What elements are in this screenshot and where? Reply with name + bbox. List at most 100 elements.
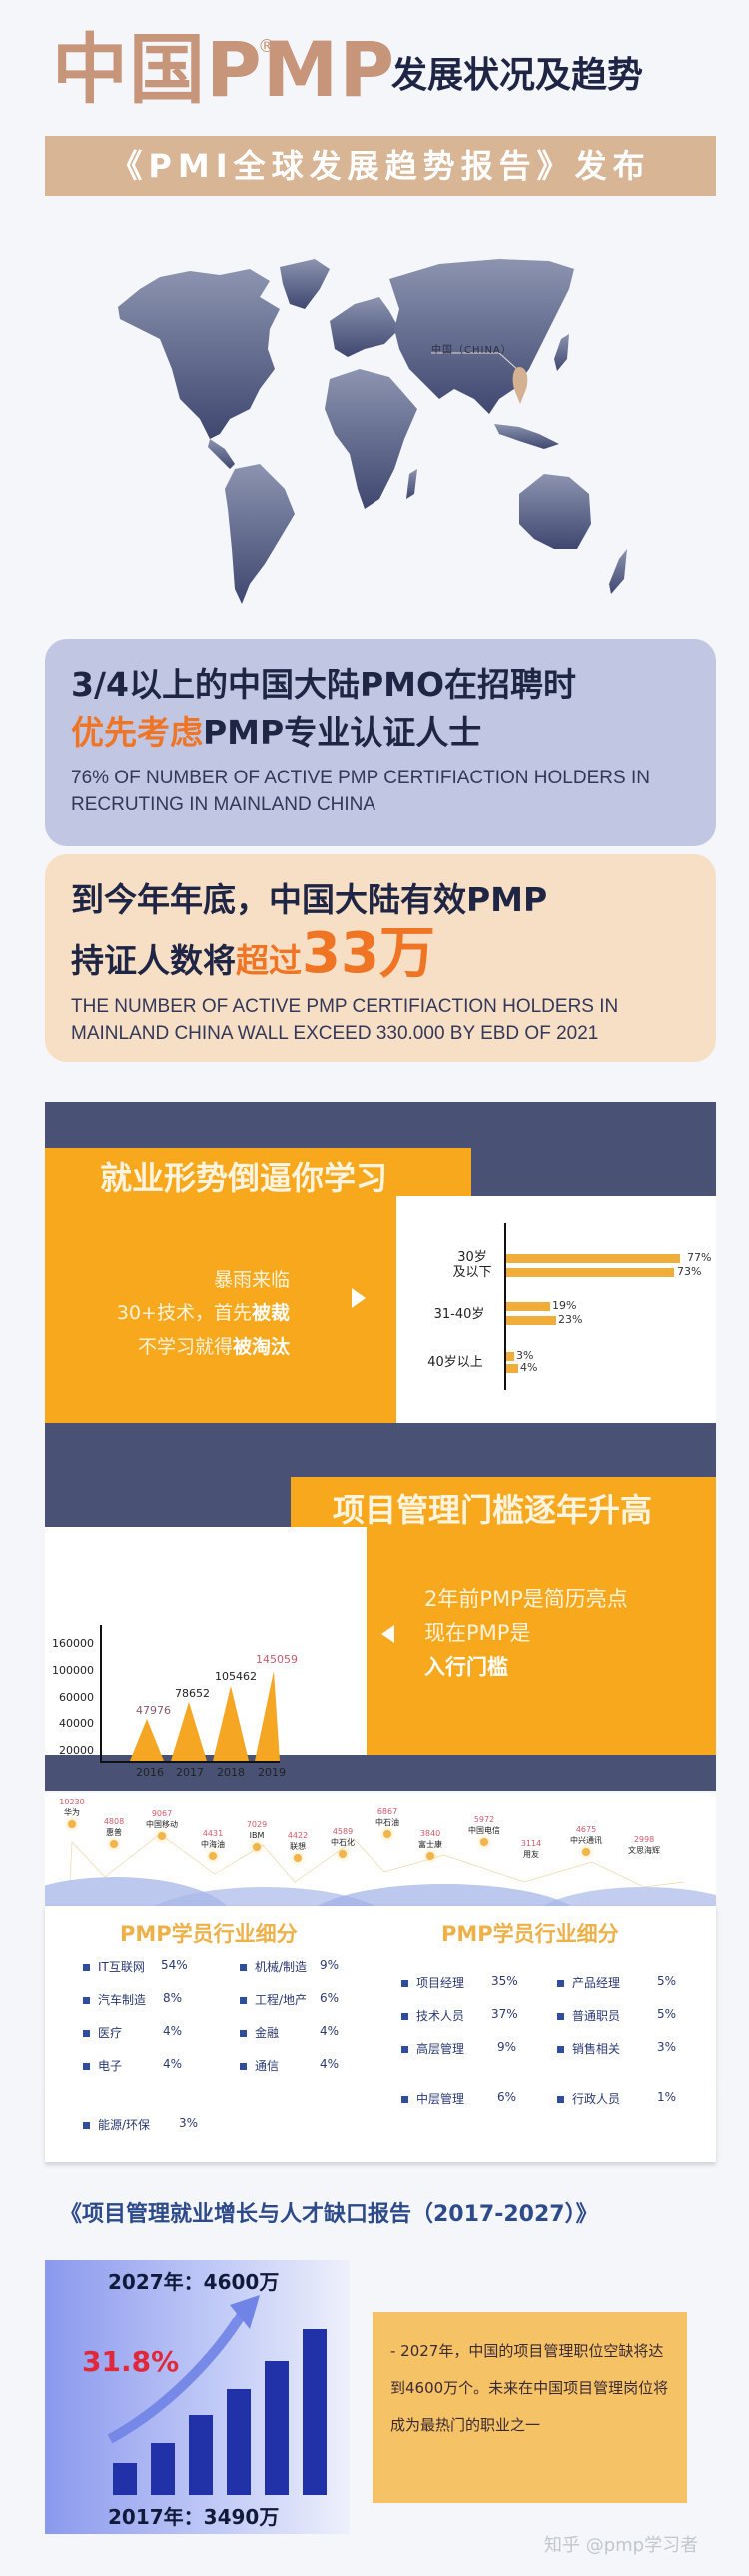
- bullet-square-icon: [557, 2046, 564, 2053]
- section2-line1: 2年前PMP是简历亮点: [424, 1587, 628, 1611]
- y-tick: 60000: [59, 1691, 94, 1704]
- company-item: 10230 华为: [55, 1797, 89, 1828]
- section1-line3-bold: 被淘汰: [232, 1336, 290, 1358]
- world-map-icon: [118, 259, 627, 604]
- bar-under30-b: [506, 1268, 674, 1277]
- section1-line1: 暴雨来临: [213, 1269, 290, 1290]
- industry-breakdown-panel: PMP学员行业细分 PMP学员行业细分 IT互联网 54% 机械/制造 9% 汽车制…: [45, 1906, 716, 2082]
- section2-line3-bold: 入行门槛: [424, 1655, 508, 1679]
- card2-line1: 到今年年底，中国大陆有效PMP: [71, 880, 548, 919]
- age-label-31-40: 31-40岁: [433, 1307, 485, 1322]
- peak-bars: [130, 1671, 280, 1761]
- position-item: 技术人员 37%: [401, 2007, 518, 2024]
- bar-over40-b: [506, 1364, 518, 1373]
- section1-line3: 不学习就得被淘汰: [90, 1330, 290, 1364]
- bar-value: 73%: [677, 1265, 702, 1278]
- section2-title: 项目管理门槛逐年升高: [333, 1491, 653, 1529]
- bar-31-40-a: [506, 1302, 550, 1311]
- company-item: 9067 中国移动: [140, 1808, 184, 1840]
- card2-english: THE NUMBER OF ACTIVE PMP CERTIFIACTION H…: [71, 996, 619, 1044]
- industry-title: PMP学员行业细分: [120, 1922, 298, 1946]
- section1-line2-bold: 被裁: [251, 1302, 290, 1324]
- registered-mark: ®: [258, 36, 276, 57]
- bullet-square-icon: [401, 1980, 408, 1987]
- position-item: 中层管理 6%: [401, 2090, 516, 2107]
- age-label-under30: 30岁 及以下: [452, 1250, 492, 1280]
- card2-line2: 持证人数将超过33万: [71, 926, 690, 985]
- industry-item: 机械/制造 9%: [240, 1958, 339, 1975]
- y-tick: 20000: [59, 1744, 94, 1757]
- industry-item: 电子 4%: [83, 2057, 182, 2074]
- section1-title: 就业形势倒逼你学习: [100, 1159, 388, 1197]
- bullet-square-icon: [401, 2096, 408, 2103]
- bullet-square-icon: [83, 2122, 90, 2129]
- peak-chart-panel: [45, 1527, 367, 1755]
- report-banner: 《PMI全球发展趋势报告》发布: [45, 136, 716, 196]
- bullet-square-icon: [240, 1997, 247, 2004]
- bullet-square-icon: [83, 2063, 90, 2070]
- card1-highlight: 优先考虑: [71, 713, 203, 752]
- industry-item: 能源/环保 3%: [83, 2116, 198, 2133]
- section1-text: 暴雨来临 30+技术，首先被裁 不学习就得被淘汰: [90, 1263, 290, 1364]
- position-item: 高层管理 9%: [401, 2040, 516, 2057]
- x-tick: 2016: [136, 1766, 164, 1779]
- company-item: 4808 惠普: [97, 1816, 131, 1848]
- peak-chart-x-axis: [100, 1761, 280, 1763]
- company-item: 7029 IBM: [240, 1819, 274, 1851]
- play-arrow-icon: [352, 1288, 366, 1308]
- industry-item: 汽车制造 8%: [83, 1991, 182, 2008]
- peak-value-2016: 47976: [136, 1704, 171, 1717]
- bar-value: 3%: [516, 1349, 534, 1362]
- x-tick: 2018: [217, 1766, 245, 1779]
- company-item: 3114 用友: [520, 1839, 542, 1859]
- industry-item: 通信 4%: [240, 2057, 339, 2074]
- section1-text-panel: [45, 1196, 396, 1423]
- section2-text: 2年前PMP是简历亮点 现在PMP是 入行门槛: [424, 1582, 628, 1684]
- watermark: 知乎 @pmp学习者: [544, 2535, 699, 2556]
- bar-value: 19%: [552, 1299, 577, 1312]
- section1-line2: 30+技术，首先被裁: [90, 1296, 290, 1330]
- bullet-square-icon: [557, 1980, 564, 1987]
- growth-percent: 31.8%: [82, 2345, 180, 2378]
- section2-line2: 现在PMP是: [424, 1621, 531, 1645]
- bullet-square-icon: [83, 1997, 90, 2004]
- card1-english: 76% OF NUMBER OF ACTIVE PMP CERTIFIACTIO…: [71, 768, 650, 815]
- position-item: 行政人员 1%: [557, 2090, 676, 2107]
- section2-text-panel: [367, 1527, 716, 1755]
- industry-item: 医疗 4%: [83, 2024, 182, 2041]
- peak-chart-y-axis: [100, 1625, 102, 1763]
- y-tick: 40000: [59, 1717, 94, 1730]
- bullet-square-icon: [557, 2096, 564, 2103]
- pmo-recruiting-card: 3/4以上的中国大陆PMO在招聘时 优先考虑PMP专业认证人士 76% OF N…: [45, 639, 716, 846]
- bar-value: 77%: [687, 1251, 712, 1264]
- bar-31-40-b: [506, 1316, 556, 1325]
- bullet-square-icon: [401, 2046, 408, 2053]
- bullet-square-icon: [240, 1964, 247, 1971]
- bar-over40-a: [506, 1352, 514, 1361]
- y-tick: 160000: [52, 1637, 94, 1650]
- subtitle: 发展状况及趋势: [391, 55, 644, 96]
- section1-line3-prefix: 不学习就得: [137, 1336, 233, 1358]
- positions-title: PMP学员行业细分: [441, 1922, 619, 1946]
- x-tick: 2019: [258, 1766, 286, 1779]
- play-left-arrow-icon: [381, 1625, 394, 1643]
- company-network-panel: 10230 华为 4808 惠普 9067 中国移动 4431 中海油 7029 IBM …: [45, 1793, 716, 1906]
- bullet-square-icon: [83, 1964, 90, 1971]
- industry-item: 金融 4%: [240, 2024, 339, 2041]
- position-item: 产品经理 5%: [557, 1974, 676, 1991]
- position-item: 项目经理 35%: [401, 1974, 518, 1991]
- company-item: 3840 富士康: [412, 1828, 448, 1860]
- bar-under30-a: [506, 1254, 680, 1263]
- report-title: 《项目管理就业增长与人才缺口报告（2017-2027）》: [60, 2202, 598, 2227]
- company-item: 4431 中海油: [195, 1828, 231, 1860]
- bar-value: 4%: [520, 1361, 538, 1374]
- card2-prefix: 持证人数将: [71, 941, 236, 980]
- age-label-over40: 40岁以上: [427, 1355, 483, 1370]
- bullet-square-icon: [401, 2013, 408, 2020]
- company-item: 4422 联想: [281, 1830, 315, 1862]
- age-chart-axis: [504, 1223, 506, 1390]
- bullet-square-icon: [240, 2063, 247, 2070]
- industry-panel-extension: 能源/环保 3% 中层管理 6% 行政人员 1%: [45, 2082, 716, 2162]
- china-pin-icon: [512, 367, 528, 404]
- card1-line2-rest: PMP专业认证人士: [203, 713, 482, 752]
